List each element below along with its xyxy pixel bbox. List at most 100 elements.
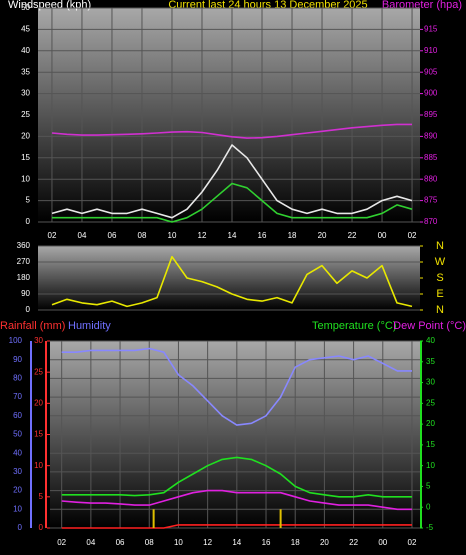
x-tick-label: 02 [408, 538, 417, 547]
x-tick-label: 12 [203, 538, 212, 547]
y-tick-label: 15 [21, 153, 30, 162]
y-tick-label: 25 [426, 398, 435, 407]
y-tick-label: 30 [34, 336, 43, 345]
y-tick-label: 80 [13, 374, 22, 383]
y-tick-label: 10 [21, 174, 30, 183]
y-tick-label: 15 [426, 440, 435, 449]
y-tick-label: 40 [426, 336, 435, 345]
y-tick-label: 0 [26, 217, 31, 226]
x-tick-label: 06 [116, 538, 125, 547]
y-tick-label: 40 [13, 448, 22, 457]
y-tick-label: 25 [34, 367, 43, 376]
y-tick-label: 25 [21, 110, 30, 119]
axis-title: Current last 24 hours 13 December 2025 [168, 0, 367, 11]
x-tick-label: 14 [228, 231, 237, 240]
x-tick-label: 00 [378, 231, 387, 240]
y-tick-label: 915 [424, 25, 438, 34]
y-tick-label: 5 [426, 482, 431, 491]
y-tick-label: 100 [9, 336, 23, 345]
x-tick-label: 20 [320, 538, 329, 547]
y-tick-label: 30 [21, 89, 30, 98]
x-tick-label: 08 [138, 231, 147, 240]
series-line [51, 255, 413, 308]
axis-title: Barometer (hpa) [382, 0, 462, 11]
y-tick-label: 40 [21, 46, 30, 55]
x-tick-label: 04 [86, 538, 95, 547]
y-tick-label: 900 [424, 89, 438, 98]
x-tick-label: 08 [145, 538, 154, 547]
series-line [52, 182, 413, 223]
y-tick-label: 885 [424, 153, 438, 162]
y-tick-label: 20 [426, 419, 435, 428]
series-line [61, 347, 412, 426]
y-tick-label: 0 [426, 502, 431, 511]
y-tick-label: 5 [26, 196, 31, 205]
y-tick-label: 870 [424, 217, 438, 226]
x-tick-label: 20 [318, 231, 327, 240]
x-tick-label: 12 [198, 231, 207, 240]
y-tick-label: 60 [13, 411, 22, 420]
x-tick-label: 02 [408, 231, 417, 240]
y-tick-label: 10 [13, 504, 22, 513]
y-tick-label: 50 [21, 3, 30, 12]
x-tick-label: 02 [57, 538, 66, 547]
series-line [61, 524, 412, 529]
axis-title: Windspeed (kph) [8, 0, 91, 11]
y-tick-label: 10 [34, 461, 43, 470]
y-tick-label: 0 [26, 305, 31, 314]
series-line [61, 456, 412, 498]
y-tick-label: 15 [34, 430, 43, 439]
y-tick-label: 70 [13, 392, 22, 401]
x-tick-label: 06 [108, 231, 117, 240]
y-tick-label: N [436, 304, 444, 316]
y-tick-label: 90 [21, 289, 30, 298]
y-tick-label: 35 [21, 67, 30, 76]
y-tick-label: 30 [13, 467, 22, 476]
x-tick-label: 18 [291, 538, 300, 547]
x-tick-label: 00 [378, 538, 387, 547]
y-tick-label: 0 [18, 523, 23, 532]
y-tick-label: 890 [424, 132, 438, 141]
x-tick-label: 02 [48, 231, 57, 240]
y-tick-label: 875 [424, 196, 438, 205]
y-tick-label: 20 [34, 398, 43, 407]
x-tick-label: 22 [349, 538, 358, 547]
axis-title: Humidity [68, 320, 111, 332]
x-tick-label: 04 [78, 231, 87, 240]
axis-title: Dew Point (°C) [393, 320, 466, 332]
x-tick-label: 22 [348, 231, 357, 240]
axis-title: Temperature (°C) [312, 320, 396, 332]
y-tick-label: E [436, 288, 443, 300]
x-tick-label: 16 [258, 231, 267, 240]
y-tick-label: S [436, 272, 443, 284]
x-tick-label: 10 [174, 538, 183, 547]
y-tick-label: 90 [13, 355, 22, 364]
y-tick-label: 20 [13, 486, 22, 495]
series-line [61, 489, 412, 511]
y-tick-label: 30 [426, 378, 435, 387]
y-tick-label: 35 [426, 357, 435, 366]
y-tick-label: 270 [17, 257, 31, 266]
y-tick-label: 905 [424, 67, 438, 76]
series-line [51, 123, 412, 139]
y-tick-label: 880 [424, 174, 438, 183]
y-tick-label: 910 [424, 46, 438, 55]
y-tick-label: 895 [424, 110, 438, 119]
y-tick-label: 360 [17, 241, 31, 250]
y-tick-label: 50 [13, 430, 22, 439]
y-tick-label: W [435, 256, 446, 268]
y-tick-label: 180 [17, 273, 31, 282]
x-tick-label: 10 [168, 231, 177, 240]
x-tick-label: 16 [262, 538, 271, 547]
y-tick-label: -5 [426, 523, 434, 532]
x-tick-label: 14 [232, 538, 241, 547]
y-tick-label: 5 [39, 492, 44, 501]
axis-title: Rainfall (mm) [0, 320, 65, 332]
y-tick-label: 10 [426, 461, 435, 470]
x-tick-label: 18 [288, 231, 297, 240]
y-tick-label: 20 [21, 132, 30, 141]
y-tick-label: N [436, 240, 444, 252]
series-line [51, 144, 413, 219]
